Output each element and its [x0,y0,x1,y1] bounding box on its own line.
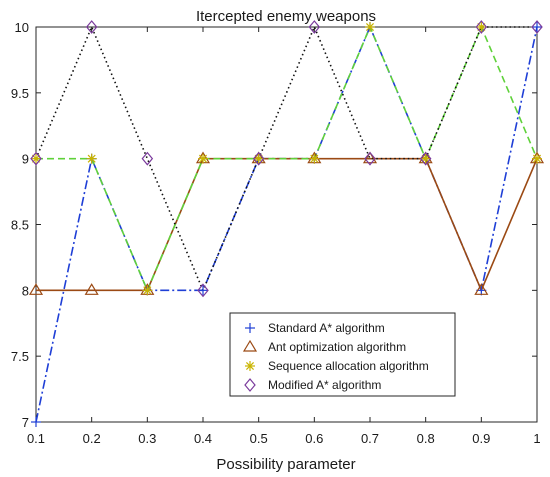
x-tick-label: 0.4 [194,431,212,446]
x-tick-label: 0.2 [83,431,101,446]
legend-marker-1 [245,323,255,333]
series-line-3 [36,24,538,293]
x-tick-label: 0.8 [417,431,435,446]
series-4-point [30,151,42,166]
series-3-point [31,153,41,164]
series-1-point [31,417,41,427]
x-tick-label: 0.1 [27,431,45,446]
x-tick-label: 0.6 [305,431,323,446]
x-tick-label: 0.3 [138,431,156,446]
y-tick-label: 7 [22,415,29,430]
series-3-point [365,22,375,32]
series-2-point [474,283,489,295]
y-tick-labels: 7 7.5 8 8.5 9 9.5 10 [11,20,29,430]
series-markers [28,20,545,427]
series-4-point [252,151,265,166]
y-tick-label: 9 [22,152,29,167]
series-4-point [531,20,543,34]
series-3-point [253,153,264,164]
series-lines [35,24,538,423]
series-3-point [142,285,153,296]
x-axis-label: Possibility parameter [216,456,355,473]
series-3-point [476,22,487,32]
y-tick-label: 10 [15,20,29,35]
series-4-point [419,151,432,166]
series-3-point [309,153,320,164]
legend-marker-3 [245,361,255,371]
legend-label-4: Modified A* algorithm [268,378,381,392]
legend-label-2: Ant optimization algorithm [268,340,406,354]
series-3-point [420,153,431,164]
series-4-point [197,283,209,298]
series-2-point [362,151,378,164]
series-4-point [85,20,98,34]
series-2-point [28,283,44,295]
y-tick-label: 8.5 [11,218,29,233]
series-3-point [532,153,542,164]
legend: Standard A* algorithm Ant optimization al… [229,312,456,397]
legend-marker-2 [242,339,258,352]
x-tick-label: 0.5 [250,431,268,446]
series-line-2 [36,157,538,293]
x-tick-label: 1 [533,431,540,446]
y-tick-label: 9.5 [11,86,29,101]
y-tick-label: 7.5 [11,349,29,364]
y-tick-label: 8 [22,283,29,298]
x-tick-label: 0.7 [361,431,379,446]
x-tick-labels: 0.1 0.2 0.3 0.4 0.5 0.6 0.7 0.8 0.9 1 [27,431,541,446]
series-1-point [198,285,208,296]
series-4-point [141,151,154,166]
legend-box [229,312,456,397]
chart-title: Itercepted enemy weapons [196,8,376,25]
series-4-point [475,20,488,34]
legend-label-3: Sequence allocation algorithm [268,359,429,373]
legend-marker-4 [244,378,256,392]
series-1-point [532,22,542,32]
legend-label-1: Standard A* algorithm [268,321,385,335]
series-3-point [86,153,97,164]
series-3-point [198,153,208,164]
series-4-point [308,20,321,34]
series-2-point [84,283,99,295]
series-4-point [364,151,376,166]
x-tick-label: 0.9 [472,431,490,446]
